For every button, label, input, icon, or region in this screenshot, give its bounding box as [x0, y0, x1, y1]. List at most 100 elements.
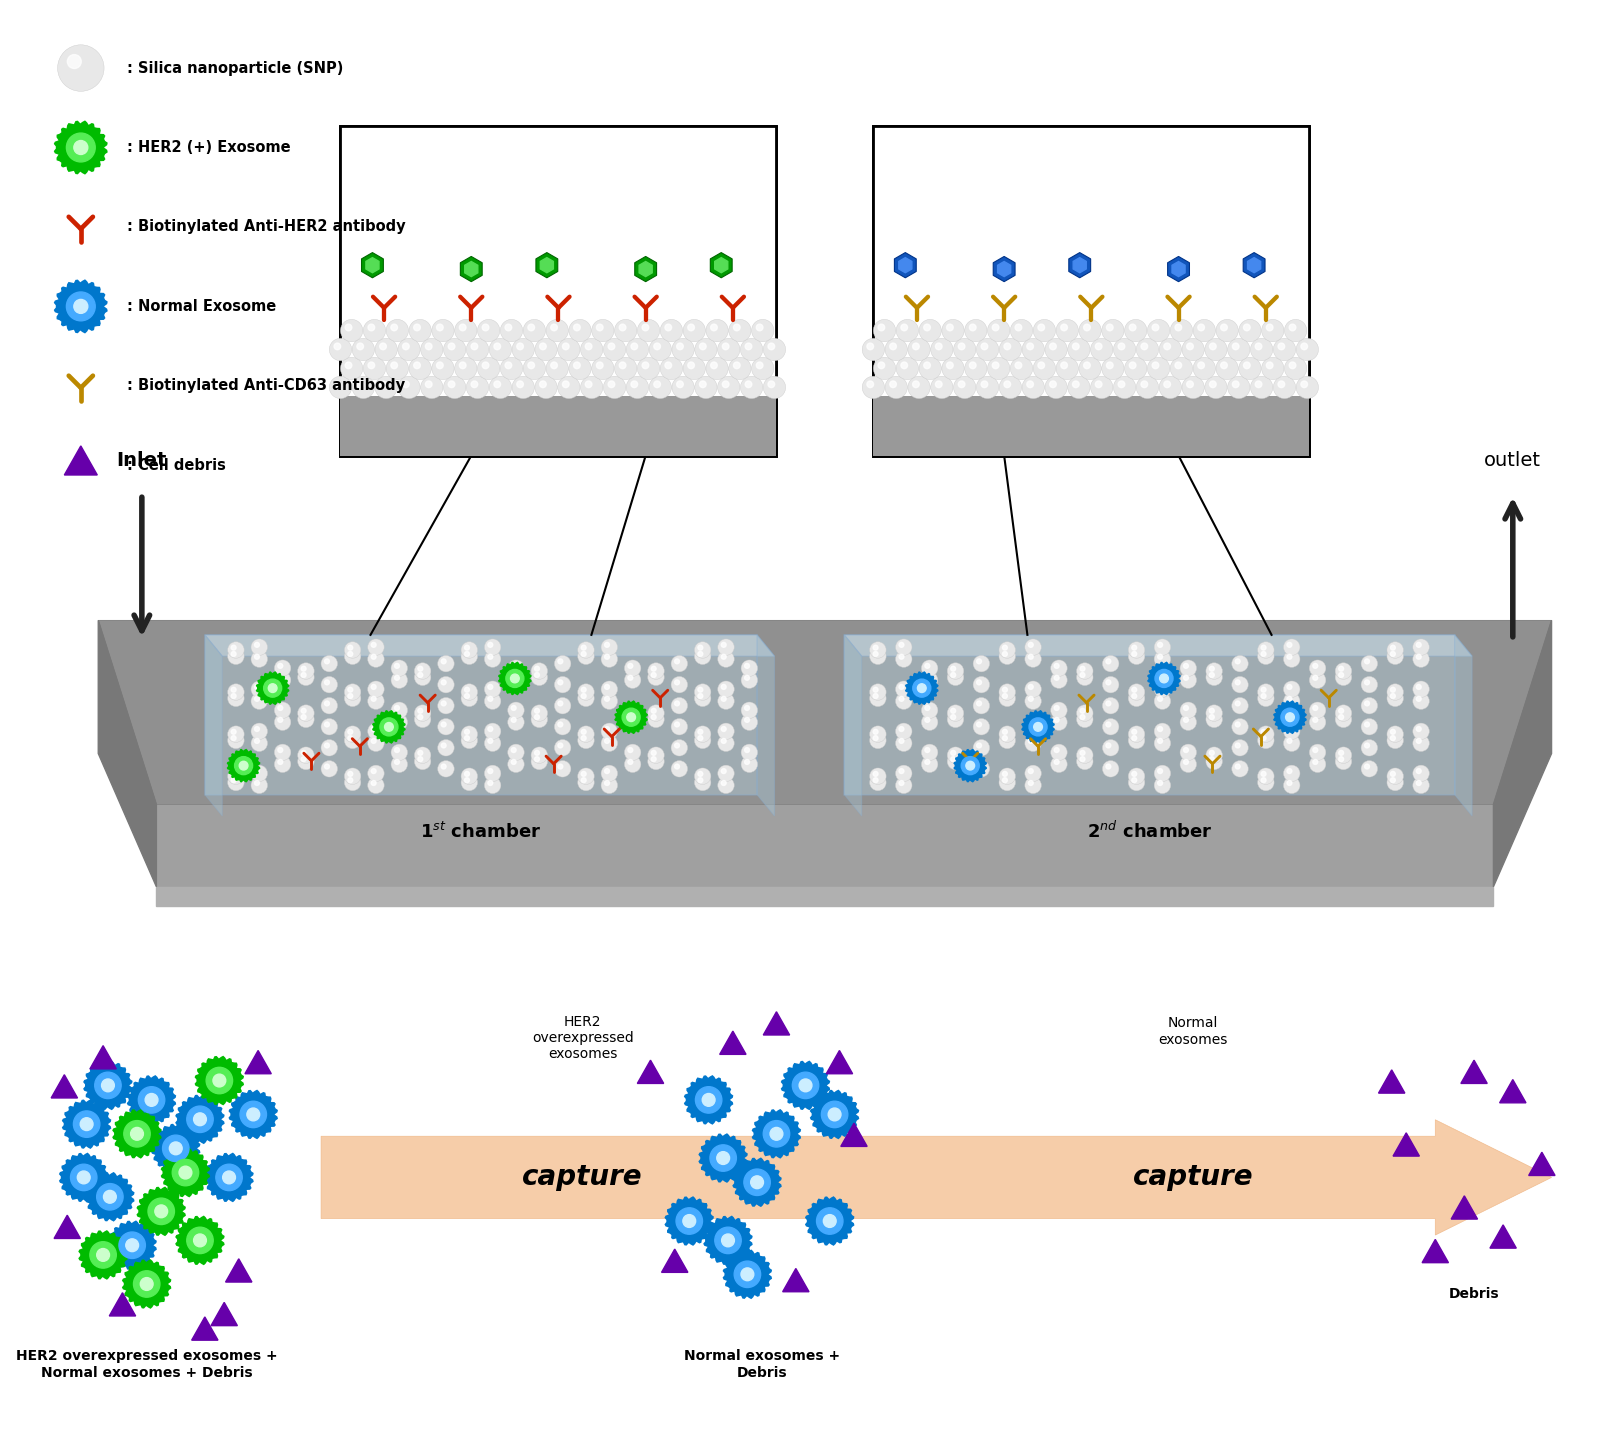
Circle shape: [1106, 722, 1110, 726]
Circle shape: [1096, 381, 1102, 388]
Polygon shape: [51, 1075, 77, 1098]
Circle shape: [950, 715, 955, 719]
Circle shape: [555, 676, 571, 693]
Circle shape: [347, 645, 352, 650]
Circle shape: [899, 642, 904, 647]
Circle shape: [1182, 339, 1205, 360]
Circle shape: [274, 702, 291, 719]
Circle shape: [896, 682, 912, 697]
Circle shape: [77, 1171, 90, 1184]
Circle shape: [330, 376, 352, 398]
Circle shape: [482, 362, 490, 369]
Circle shape: [379, 718, 398, 737]
Circle shape: [1283, 724, 1299, 739]
Circle shape: [301, 715, 306, 719]
Circle shape: [683, 320, 706, 341]
Circle shape: [614, 357, 637, 379]
Polygon shape: [1394, 1133, 1419, 1156]
Circle shape: [1258, 684, 1274, 700]
Circle shape: [414, 362, 421, 369]
Circle shape: [240, 1101, 267, 1127]
Circle shape: [922, 702, 938, 719]
Circle shape: [1154, 735, 1171, 751]
Text: : HER2 (+) Exosome: : HER2 (+) Exosome: [128, 140, 291, 155]
Circle shape: [482, 324, 490, 331]
Circle shape: [931, 376, 954, 398]
Circle shape: [555, 697, 571, 713]
Circle shape: [1080, 673, 1085, 677]
Circle shape: [464, 735, 469, 741]
Circle shape: [626, 376, 648, 398]
Polygon shape: [205, 1153, 254, 1202]
Circle shape: [510, 663, 517, 669]
Circle shape: [694, 690, 710, 706]
Circle shape: [1187, 343, 1194, 350]
Circle shape: [438, 739, 454, 755]
Circle shape: [603, 376, 626, 398]
Circle shape: [74, 1111, 99, 1137]
Circle shape: [627, 676, 634, 680]
Circle shape: [442, 700, 446, 706]
Circle shape: [251, 777, 267, 793]
Circle shape: [922, 755, 938, 773]
Polygon shape: [723, 1249, 773, 1299]
Circle shape: [379, 381, 386, 388]
Circle shape: [694, 648, 710, 664]
Circle shape: [718, 339, 739, 360]
Circle shape: [688, 362, 694, 369]
Circle shape: [1181, 755, 1197, 773]
Polygon shape: [1461, 1061, 1488, 1084]
Polygon shape: [1074, 258, 1086, 272]
Circle shape: [1286, 696, 1291, 702]
Circle shape: [1026, 735, 1042, 751]
Text: : Silica nanoparticle (SNP): : Silica nanoparticle (SNP): [128, 61, 344, 75]
Circle shape: [344, 732, 362, 748]
Circle shape: [862, 339, 885, 360]
Circle shape: [298, 669, 314, 686]
Circle shape: [1283, 651, 1299, 667]
Circle shape: [1029, 768, 1034, 774]
Circle shape: [322, 719, 338, 735]
Polygon shape: [637, 1061, 664, 1084]
Circle shape: [346, 362, 352, 369]
Circle shape: [1290, 324, 1296, 331]
Circle shape: [973, 739, 989, 755]
Text: Normal
exosomes: Normal exosomes: [1158, 1016, 1227, 1046]
Circle shape: [131, 1127, 144, 1140]
Circle shape: [438, 761, 454, 777]
Polygon shape: [998, 262, 1011, 276]
Circle shape: [371, 696, 376, 702]
Circle shape: [1061, 362, 1067, 369]
Circle shape: [386, 357, 408, 379]
Circle shape: [592, 357, 614, 379]
Circle shape: [624, 702, 642, 719]
Circle shape: [254, 684, 259, 689]
Circle shape: [976, 742, 981, 748]
Circle shape: [1003, 777, 1008, 783]
Text: : Cell debris: : Cell debris: [128, 457, 226, 473]
Circle shape: [1170, 320, 1192, 341]
Circle shape: [74, 300, 88, 314]
Circle shape: [414, 324, 421, 331]
Circle shape: [363, 320, 386, 341]
Circle shape: [677, 381, 683, 388]
Circle shape: [1102, 761, 1118, 777]
Polygon shape: [810, 1090, 859, 1139]
Circle shape: [298, 663, 314, 679]
Circle shape: [1243, 324, 1250, 331]
Circle shape: [666, 324, 672, 331]
Circle shape: [298, 705, 314, 721]
Circle shape: [368, 724, 384, 739]
Polygon shape: [1274, 700, 1307, 734]
Circle shape: [464, 651, 469, 657]
Circle shape: [1362, 697, 1378, 713]
Circle shape: [334, 343, 341, 350]
Circle shape: [1285, 357, 1307, 379]
Circle shape: [870, 684, 886, 700]
Circle shape: [870, 690, 886, 706]
Circle shape: [1416, 768, 1421, 774]
Text: Inlet: Inlet: [117, 451, 166, 470]
Text: Normal exosomes +
Debris: Normal exosomes + Debris: [683, 1349, 840, 1379]
Circle shape: [254, 642, 259, 647]
Circle shape: [390, 324, 397, 331]
